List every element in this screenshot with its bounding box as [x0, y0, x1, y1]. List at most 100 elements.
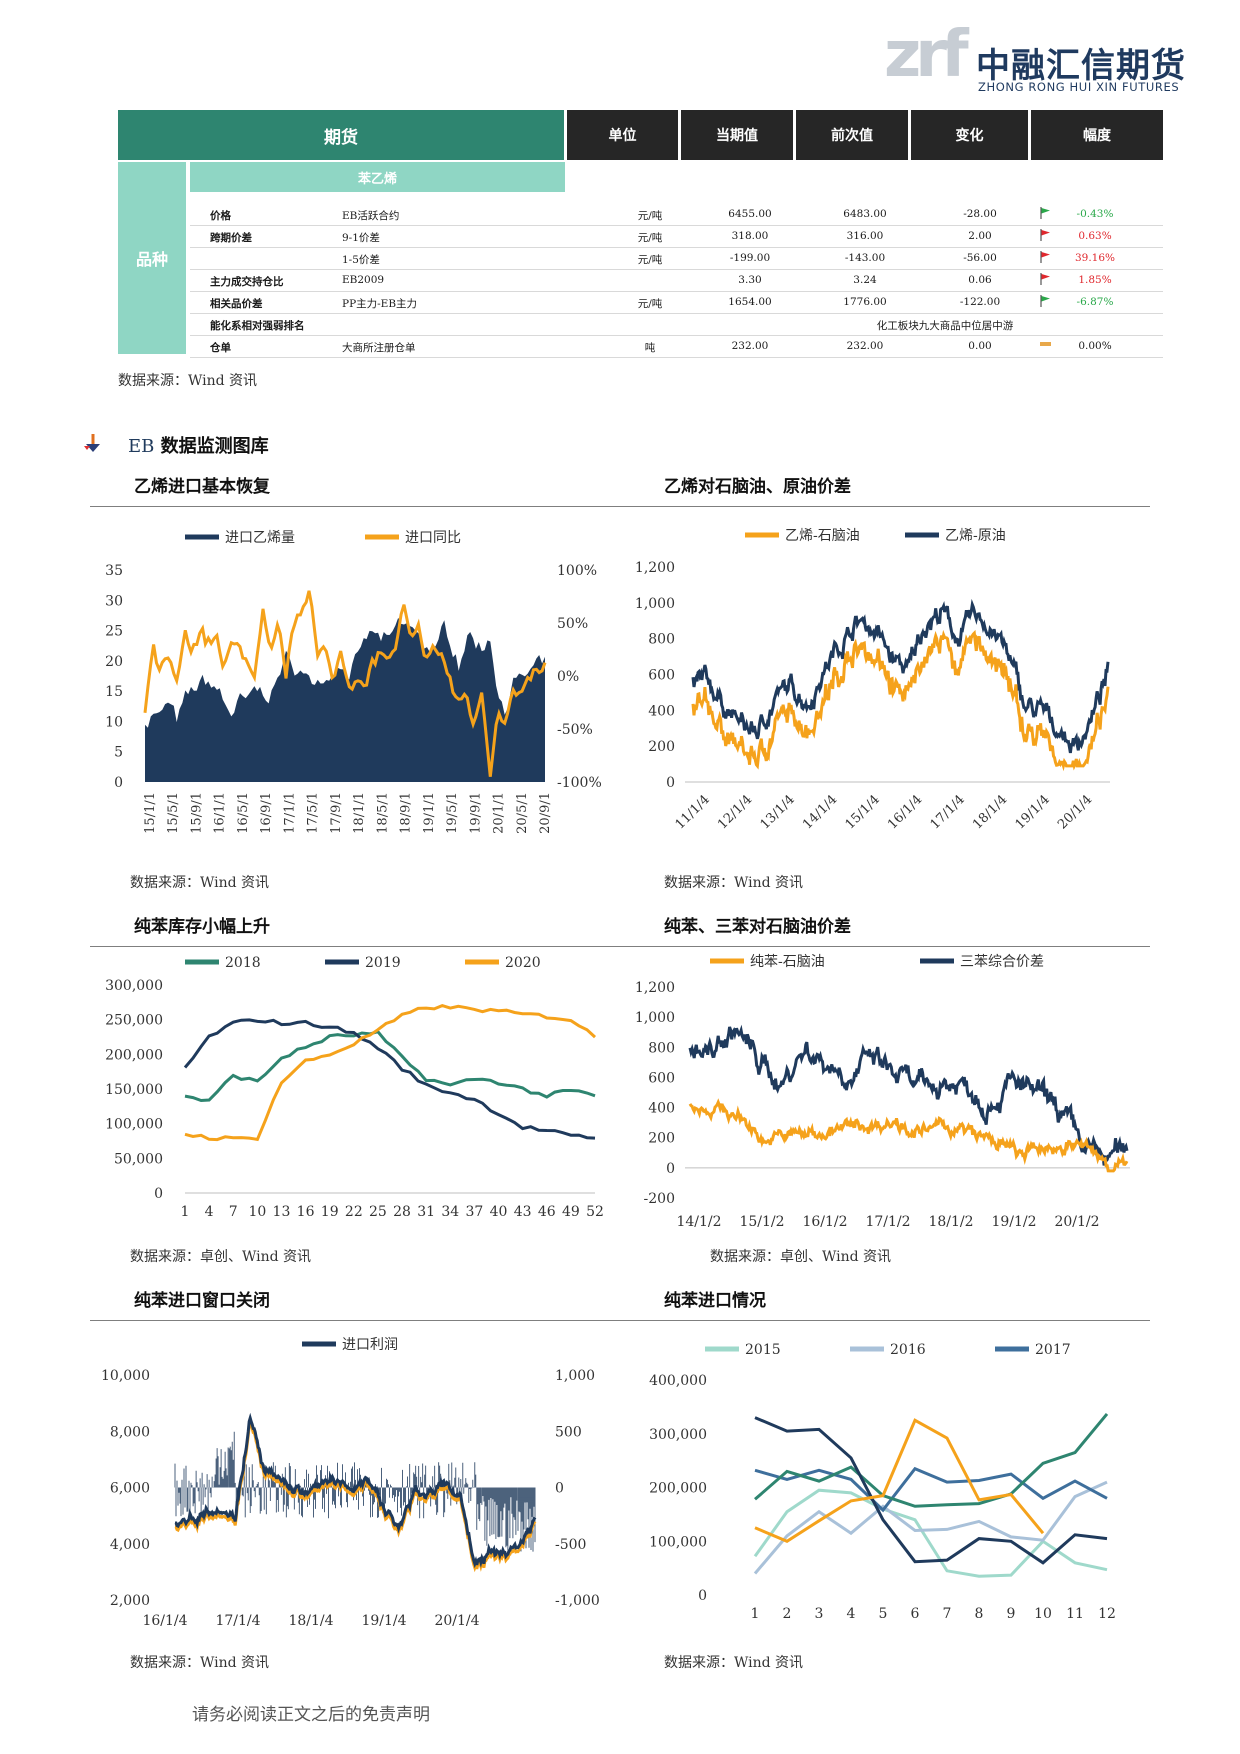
y-tick-left: 2,000: [110, 1593, 150, 1609]
row-label: 跨期价差: [210, 232, 252, 244]
x-tick: 18/1/4: [288, 1613, 333, 1629]
row-current: 6455.00: [728, 208, 772, 220]
x-tick: 19: [321, 1204, 339, 1220]
x-tick: 28: [393, 1204, 411, 1220]
legend-2018: 2018: [225, 955, 261, 971]
chart-ethylene-import: 进口乙烯量 进口同比 35 30 25 20 15 10 5 0 100% 50% 0% -50% -100…: [105, 530, 602, 834]
rule-1: [90, 506, 1150, 507]
row-indicator: EB活跃合约: [342, 210, 400, 222]
header-current: 当期值: [681, 110, 793, 160]
x-tick: 9: [1007, 1606, 1016, 1622]
logo-name-cn: 中融汇信期货: [976, 46, 1186, 86]
table-row: 价格 EB活跃合约 元/吨 6455.00 6483.00 -28.00 -0.43%: [190, 203, 1163, 226]
chart-benzene-spread: 纯苯-石脑油 三苯综合价差1,2001,0008006004002000-2001…: [635, 953, 1130, 1230]
y-tick: 600: [648, 668, 675, 684]
series-2017: [754, 1466, 1108, 1513]
section-title: EB 数据监测图库: [128, 432, 269, 458]
row-indicator: 1-5价差: [342, 254, 380, 266]
x-tick: 19/1/4: [361, 1613, 406, 1629]
x-tick: 20/9/1: [538, 792, 553, 834]
y-tick: 50,000: [114, 1151, 163, 1167]
x-tick: 15/5/1: [166, 792, 181, 834]
chart3-source: 数据来源：卓创、Wind 资讯: [130, 1249, 312, 1265]
chart-ethylene-spread: 乙烯-石脑油 乙烯-原油 1,200 1,000 800 600 400 200 011/1/4…: [635, 528, 1110, 832]
legend-import-volume: 进口乙烯量: [225, 530, 295, 546]
x-tick: 10: [248, 1204, 266, 1220]
x-tick: 14/1/4: [800, 792, 840, 832]
y-tick: 400,000: [649, 1373, 707, 1389]
row-change: -56.00: [963, 252, 997, 264]
x-tick: 3: [815, 1606, 824, 1622]
table-source: 数据来源：Wind 资讯: [118, 373, 258, 389]
series-2015: [753, 1488, 1108, 1578]
x-tick: 13: [273, 1204, 291, 1220]
y-tick: 400: [648, 1101, 675, 1117]
x-tick: 15/1/2: [739, 1214, 784, 1230]
row-previous: 316.00: [846, 230, 884, 242]
row-change: -28.00: [963, 208, 997, 220]
y-tick: 0: [666, 1161, 675, 1177]
series-2019: [754, 1416, 1108, 1565]
y-tick-right: -50%: [557, 722, 593, 738]
row-unit: 元/吨: [637, 210, 663, 222]
row-unit: 吨: [644, 342, 656, 354]
x-tick: 18/9/1: [399, 792, 414, 834]
x-tick: 18/5/1: [375, 792, 390, 834]
row-current: -199.00: [729, 252, 771, 264]
x-tick: 16/1/2: [802, 1214, 847, 1230]
row-previous: 6483.00: [843, 208, 887, 220]
x-tick: 20/1/2: [1054, 1214, 1099, 1230]
red-flag-icon: [1040, 229, 1052, 244]
row-indicator: 大商所注册仓单: [342, 342, 416, 354]
series-2018: [754, 1412, 1109, 1508]
x-tick: 17/1/2: [865, 1214, 910, 1230]
logo-name-en: ZHONG RONG HUI XIN FUTURES: [978, 80, 1180, 94]
variety-label: 品种: [118, 162, 186, 354]
x-tick: 17/5/1: [306, 792, 321, 834]
series-import-profit-bars: [174, 1431, 536, 1552]
legend-import-profit: 进口利润: [342, 1337, 398, 1353]
y-tick-left: 8,000: [110, 1424, 150, 1440]
x-tick: 16/1/1: [213, 792, 228, 834]
y-tick: 150,000: [105, 1082, 163, 1098]
y-tick-left: 10: [105, 714, 123, 730]
row-current: 232.00: [731, 340, 769, 352]
chart6-title: 纯苯进口情况: [664, 1291, 766, 1311]
table-row: 跨期价差 9-1价差 元/吨 318.00 316.00 2.00 0.63%: [190, 225, 1163, 248]
row-pct: 0.00%: [1078, 340, 1112, 352]
y-tick-right: 0: [555, 1481, 564, 1497]
table-row: 1-5价差 元/吨 -199.00 -143.00 -56.00 39.16%: [190, 247, 1163, 270]
row-change: -122.00: [959, 296, 1001, 308]
x-tick: 15/1/4: [843, 792, 883, 832]
legend-ethylene-crude: 乙烯-原油: [945, 528, 1006, 544]
x-tick: 13/1/4: [758, 792, 798, 832]
row-note: 化工板块九大商品中位居中游: [876, 320, 1014, 332]
red-flag-icon: [1040, 251, 1052, 266]
header-change: 变化: [911, 110, 1028, 160]
x-tick: 5: [879, 1606, 888, 1622]
x-tick: 22: [345, 1204, 363, 1220]
table-row: 主力成交持仓比 EB2009 3.30 3.24 0.06 1.85%: [190, 269, 1163, 292]
chart1-title: 乙烯进口基本恢复: [134, 477, 270, 497]
series-price-navy: [174, 1412, 537, 1569]
y-tick-right: 500: [555, 1424, 582, 1440]
chart6-source: 数据来源：Wind 资讯: [664, 1655, 804, 1671]
x-tick: 34: [441, 1204, 459, 1220]
row-previous: 1776.00: [843, 296, 887, 308]
y-tick-left: 4,000: [110, 1537, 150, 1553]
section-title-text: 数据监测图库: [160, 436, 269, 457]
green-flag-icon: [1040, 295, 1052, 310]
legend-2016: 2016: [890, 1342, 926, 1358]
chart-benzene-imports: 2015 2016 2017400,000300,000200,000100,000…: [649, 1342, 1116, 1622]
y-tick-left: 20: [105, 654, 123, 670]
row-unit: 元/吨: [637, 298, 663, 310]
green-flag-icon: [1040, 207, 1052, 222]
section-bullet-icon: [84, 434, 102, 458]
row-label: 价格: [210, 210, 231, 222]
y-tick-left: 25: [105, 624, 123, 640]
header-range: 幅度: [1031, 110, 1163, 160]
x-tick: 37: [465, 1204, 483, 1220]
series-ethylene-naphtha: [691, 629, 1110, 772]
row-previous: 3.24: [853, 274, 877, 286]
x-tick: 4: [847, 1606, 856, 1622]
